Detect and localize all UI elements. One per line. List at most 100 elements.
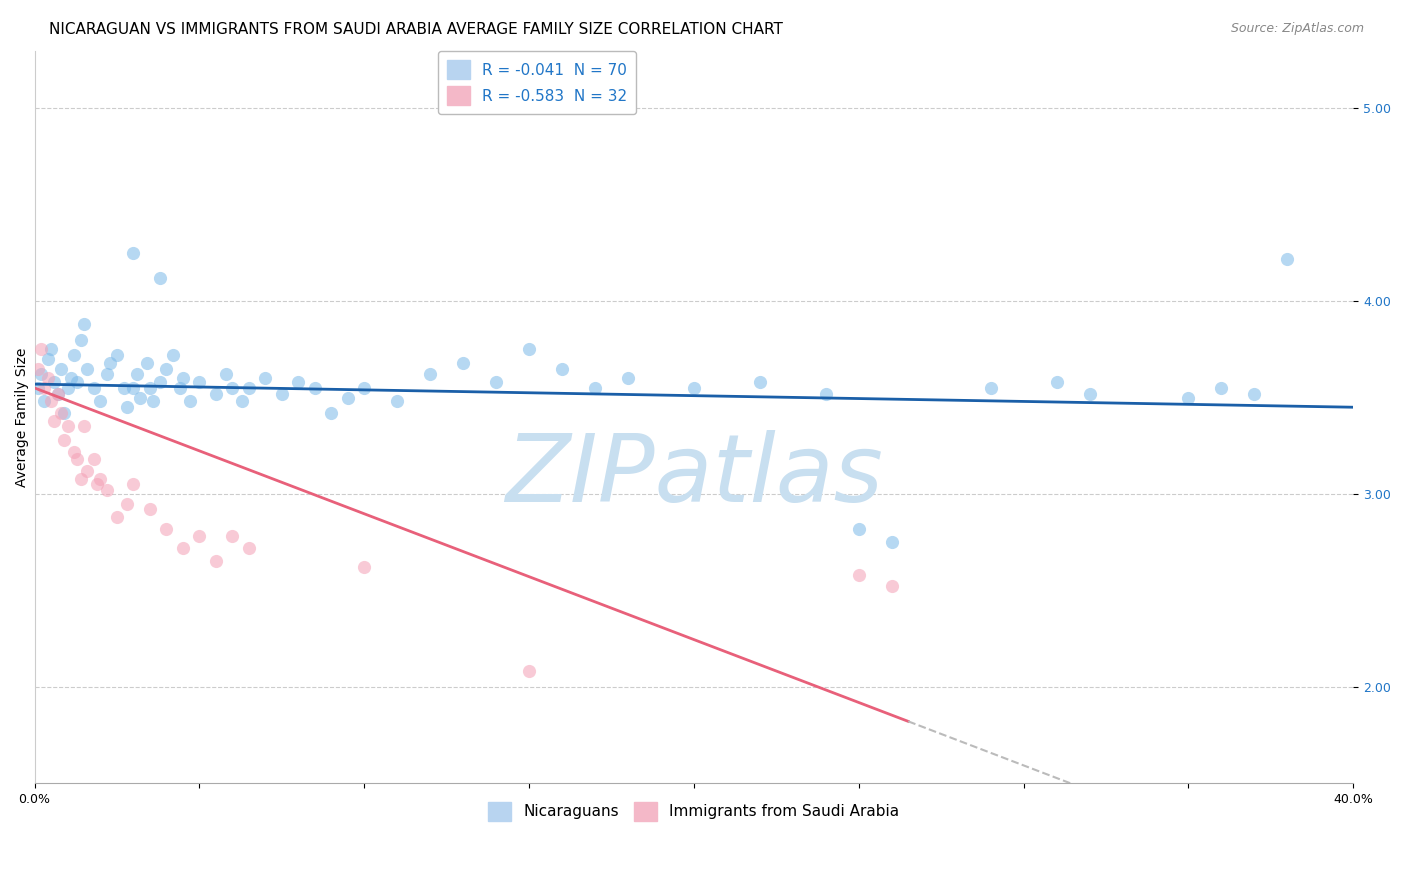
Point	[27, 361, 49, 376]
Text: Source: ZipAtlas.com: Source: ZipAtlas.com	[1230, 22, 1364, 36]
Point	[122, 246, 145, 260]
Point	[238, 381, 260, 395]
Point	[129, 391, 152, 405]
Point	[63, 348, 86, 362]
Point	[53, 433, 76, 447]
Point	[122, 381, 145, 395]
Point	[221, 529, 243, 543]
Point	[27, 381, 49, 395]
Point	[30, 368, 52, 382]
Point	[89, 471, 111, 485]
Legend: Nicaraguans, Immigrants from Saudi Arabia: Nicaraguans, Immigrants from Saudi Arabi…	[482, 796, 905, 827]
Point	[66, 452, 89, 467]
Point	[44, 414, 66, 428]
Point	[155, 361, 177, 376]
Point	[135, 356, 157, 370]
Point	[387, 394, 409, 409]
Point	[39, 343, 62, 357]
Point	[353, 560, 375, 574]
Point	[34, 394, 56, 409]
Point	[205, 554, 228, 568]
Point	[1177, 391, 1199, 405]
Point	[49, 406, 72, 420]
Point	[517, 343, 540, 357]
Point	[39, 394, 62, 409]
Point	[86, 477, 108, 491]
Point	[149, 375, 172, 389]
Point	[53, 406, 76, 420]
Point	[100, 356, 122, 370]
Point	[880, 579, 903, 593]
Point	[63, 444, 86, 458]
Point	[46, 386, 69, 401]
Point	[44, 375, 66, 389]
Point	[485, 375, 508, 389]
Point	[149, 271, 172, 285]
Point	[76, 361, 98, 376]
Point	[59, 371, 82, 385]
Point	[56, 419, 79, 434]
Point	[517, 665, 540, 679]
Point	[321, 406, 343, 420]
Point	[122, 477, 145, 491]
Point	[205, 386, 228, 401]
Point	[73, 318, 96, 332]
Point	[215, 368, 238, 382]
Point	[125, 368, 148, 382]
Point	[683, 381, 706, 395]
Point	[83, 381, 105, 395]
Point	[96, 483, 118, 497]
Point	[142, 394, 165, 409]
Point	[270, 386, 292, 401]
Point	[34, 381, 56, 395]
Point	[56, 381, 79, 395]
Point	[814, 386, 837, 401]
Point	[115, 401, 138, 415]
Point	[69, 333, 91, 347]
Point	[115, 497, 138, 511]
Point	[1243, 386, 1265, 401]
Point	[172, 541, 194, 555]
Point	[238, 541, 260, 555]
Point	[66, 375, 89, 389]
Point	[353, 381, 375, 395]
Point	[37, 371, 59, 385]
Point	[880, 535, 903, 549]
Point	[73, 419, 96, 434]
Point	[336, 391, 359, 405]
Point	[169, 381, 191, 395]
Point	[419, 368, 441, 382]
Point	[287, 375, 309, 389]
Point	[105, 348, 128, 362]
Point	[69, 471, 91, 485]
Point	[188, 375, 211, 389]
Point	[179, 394, 201, 409]
Point	[188, 529, 211, 543]
Point	[139, 502, 162, 516]
Point	[155, 522, 177, 536]
Point	[583, 381, 606, 395]
Point	[304, 381, 326, 395]
Point	[980, 381, 1002, 395]
Point	[231, 394, 253, 409]
Point	[172, 371, 194, 385]
Point	[1045, 375, 1067, 389]
Point	[105, 510, 128, 524]
Point	[848, 568, 870, 582]
Point	[1078, 386, 1101, 401]
Point	[30, 343, 52, 357]
Point	[112, 381, 135, 395]
Point	[162, 348, 184, 362]
Point	[89, 394, 111, 409]
Text: NICARAGUAN VS IMMIGRANTS FROM SAUDI ARABIA AVERAGE FAMILY SIZE CORRELATION CHART: NICARAGUAN VS IMMIGRANTS FROM SAUDI ARAB…	[49, 22, 783, 37]
Point	[748, 375, 770, 389]
Point	[254, 371, 277, 385]
Point	[848, 522, 870, 536]
Point	[551, 361, 574, 376]
Text: ZIPatlas: ZIPatlas	[505, 430, 883, 521]
Point	[46, 386, 69, 401]
Point	[1211, 381, 1233, 395]
Point	[1277, 252, 1299, 266]
Y-axis label: Average Family Size: Average Family Size	[15, 347, 30, 486]
Point	[76, 464, 98, 478]
